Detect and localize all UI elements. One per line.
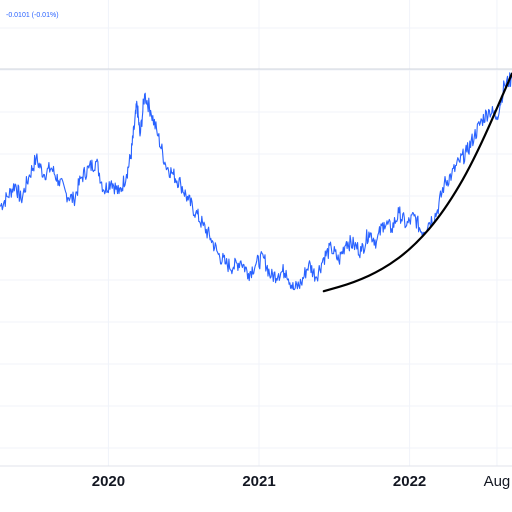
price-change-readout: -0.0101 (-0.01%) bbox=[6, 12, 59, 19]
x-tick-label-2020: 2020 bbox=[92, 473, 125, 490]
price-series-line bbox=[0, 72, 512, 291]
chart-grid bbox=[0, 0, 512, 466]
x-tick-label-2021: 2021 bbox=[242, 473, 275, 490]
x-tick-label-aug: Aug bbox=[484, 473, 511, 490]
trend-curve bbox=[322, 72, 512, 293]
x-tick-label-2022: 2022 bbox=[393, 473, 426, 490]
x-axis-ticks: 2020 2021 2022 Aug bbox=[92, 473, 511, 490]
